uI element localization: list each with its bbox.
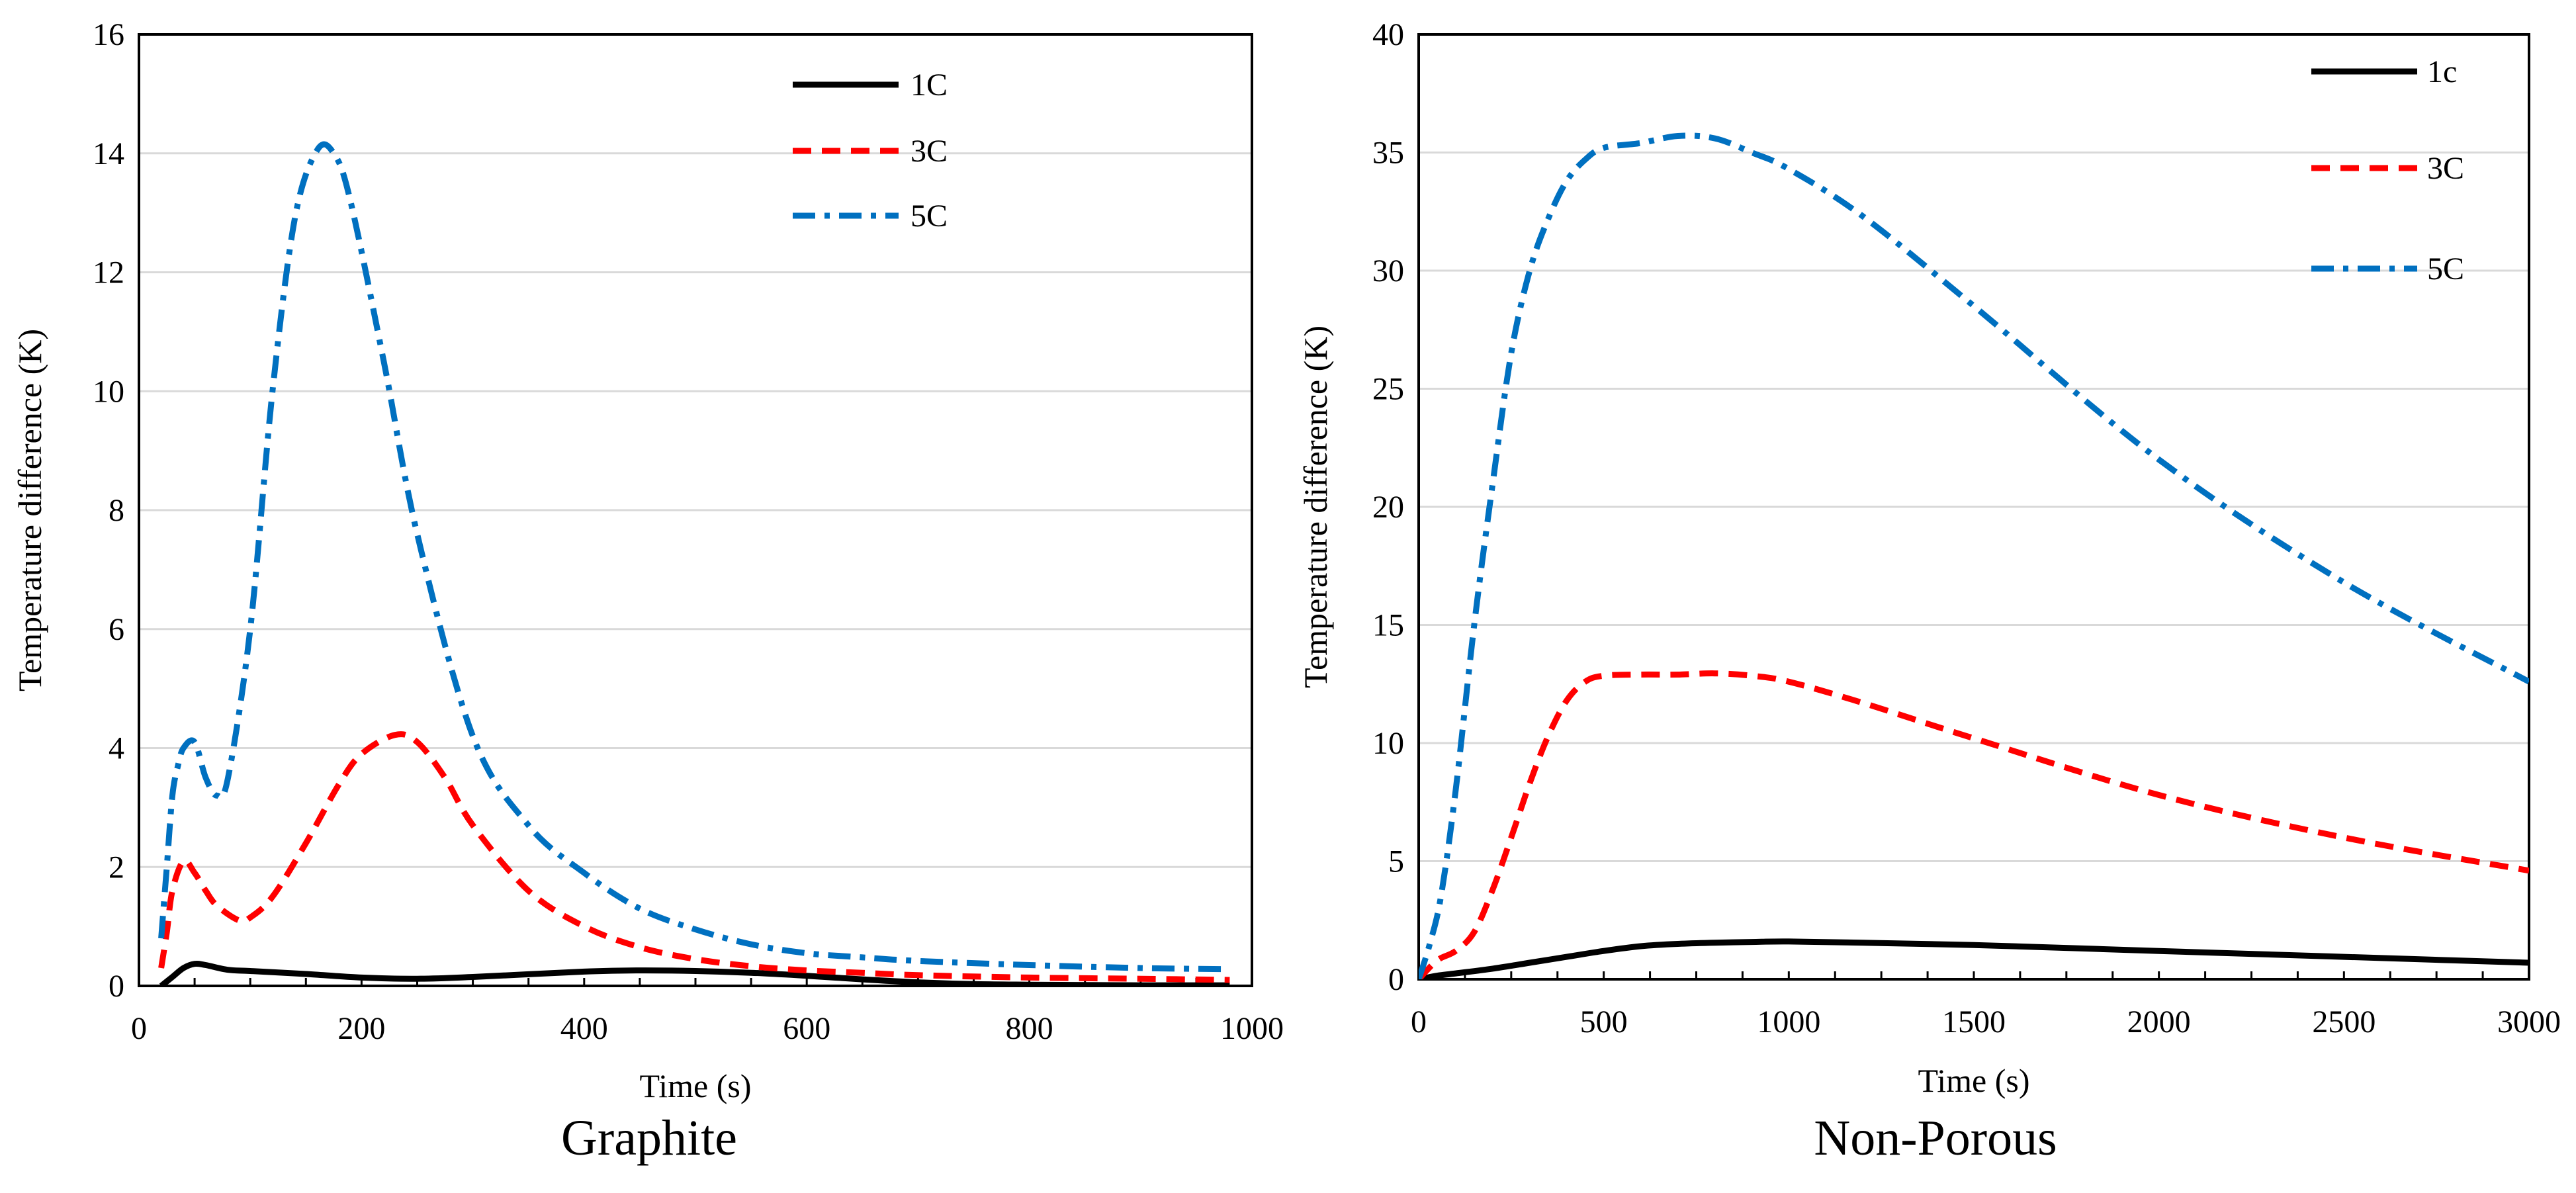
x-tick-label: 2000 [2127,1004,2191,1039]
y-tick-label: 40 [1372,17,1404,52]
x-tick-label: 0 [1411,1004,1427,1039]
legend-label-5c: 5C [2427,251,2464,287]
x-tick-marks [1417,971,2530,979]
y-tick-label: 5 [1388,844,1404,879]
x-tick-label: 200 [337,1011,385,1046]
legend-label-1c: 1c [2427,54,2457,89]
legend: 1C 3C 5C [793,67,948,234]
series-line-5c [158,141,1230,973]
y-tick-label: 10 [93,374,124,409]
y-tick-label: 20 [1372,490,1404,525]
y-tick-label: 8 [109,493,124,528]
legend: 1c 3C 5C [2311,54,2464,287]
legend-label-5c: 5C [910,199,948,234]
x-tick-label: 3000 [2497,1004,2561,1039]
legend-label-3c: 3C [2427,151,2464,186]
y-tick-label: 15 [1372,608,1404,643]
chart-graphite: 0 2 4 6 8 10 12 14 16 0 200 400 600 800 … [11,17,1284,1166]
series-line-1c [159,960,1230,986]
y-tick-label: 16 [93,17,124,52]
series-line-3c [158,731,1230,983]
x-tick-label: 600 [783,1011,830,1046]
x-tick-label: 2500 [2312,1004,2376,1039]
x-tick-label: 0 [131,1011,147,1046]
y-tick-label: 25 [1372,372,1404,407]
chart-non-porous: 0 5 10 15 20 25 30 35 40 0 500 1000 1500… [1297,17,2561,1166]
x-tick-label: 1000 [1220,1011,1284,1046]
y-tick-label: 0 [1388,962,1404,997]
chart-caption: Graphite [561,1110,737,1166]
y-tick-label: 4 [109,731,124,766]
y-tick-label: 2 [109,850,124,885]
x-tick-label: 400 [560,1011,608,1046]
y-tick-label: 10 [1372,726,1404,761]
legend-label-1c: 1C [910,67,948,103]
series-line-5c [1419,132,2529,979]
x-tick-label: 800 [1006,1011,1053,1046]
y-tick-label: 14 [93,136,124,171]
series-line-3c [1419,670,2529,979]
series-line-1c [1419,938,2529,979]
series-lines [1419,132,2529,979]
y-axis-label: Temperature difference (K) [1297,326,1334,688]
legend-label-3c: 3C [910,134,948,169]
x-tick-label: 500 [1580,1004,1628,1039]
x-tick-label: 1500 [1942,1004,2006,1039]
y-tick-label: 6 [109,612,124,647]
series-lines [158,141,1230,986]
y-tick-label: 0 [109,969,124,1004]
y-tick-label: 35 [1372,136,1404,171]
gridlines [139,152,1252,868]
y-tick-label: 30 [1372,253,1404,288]
chart-caption: Non-Porous [1814,1110,2057,1166]
y-axis-label: Temperature difference (K) [11,329,48,691]
x-tick-label: 1000 [1757,1004,1820,1039]
x-axis-label: Time (s) [1918,1062,2029,1099]
gridlines [1419,152,2529,862]
x-axis-label: Time (s) [639,1067,751,1104]
y-tick-label: 12 [93,255,124,290]
